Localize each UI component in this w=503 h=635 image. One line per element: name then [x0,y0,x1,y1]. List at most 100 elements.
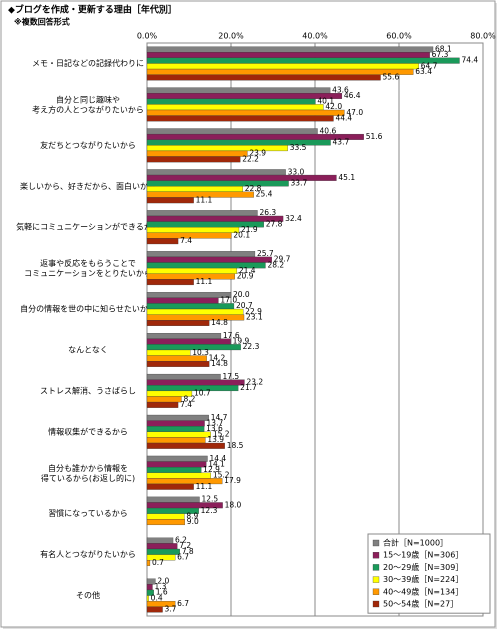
value-label: 12.3 [201,506,218,515]
bar [146,379,245,386]
bar [146,420,205,427]
value-label: 40.6 [320,126,337,135]
value-label: 13.6 [206,424,223,433]
bar [146,543,178,550]
bar [146,104,324,111]
bar [146,519,185,526]
value-label: 20.1 [233,231,250,240]
bar [146,344,241,351]
bar [146,215,284,222]
value-label: 6.2 [175,536,187,545]
bar [146,227,240,233]
value-label: 17.9 [224,476,241,485]
bar [146,320,210,326]
category-label: 友だちとつながりたいから [40,140,136,150]
value-label: 74.4 [461,56,478,65]
value-label: 10.7 [194,389,211,398]
value-label: 18.5 [227,441,244,450]
category-label: 自分も誰かから情報を得ているから(お返し的に) [41,462,135,482]
bar [146,145,288,152]
value-label: 22.8 [245,184,262,193]
value-label: 6.7 [177,599,189,608]
category-label: 有名人とつながりたいから [40,549,136,559]
bar [146,115,334,122]
category-label: 返事や反応をもらうことでコミュニケーションをとりたいから [24,258,152,278]
value-label: 21.7 [240,383,257,392]
legend-swatch [372,539,380,547]
value-label: 43.7 [333,138,350,147]
value-label: 11.1 [196,482,213,491]
bar [146,361,210,367]
category-label: 自分の情報を世の中に知らせたいから [20,304,156,314]
value-label: 25.4 [256,190,273,199]
value-label: 43.6 [332,85,349,94]
value-label: 14.7 [211,413,228,422]
chart-title: ◆ブログを作成・更新する理由［年代別］ [8,4,177,16]
value-label: 20.0 [233,290,250,299]
value-label: 22.3 [243,342,260,351]
bar [146,156,241,163]
bar [146,584,153,591]
value-label: 14.2 [209,353,226,362]
bar [146,74,381,81]
bar [146,513,185,520]
value-label: 67.3 [432,50,449,59]
legend-label: 15～19歳［N=306］ [383,550,463,560]
bar [146,349,191,356]
legend-label: 30～39歳［N=224］ [383,574,463,584]
value-label: 12.9 [203,465,220,474]
value-label: 55.6 [383,72,400,81]
bar [146,57,460,64]
bar [146,267,238,274]
value-label: 7.4 [180,400,192,409]
bar [146,455,208,462]
value-label: 15.2 [213,471,230,480]
bar [146,472,211,479]
value-label: 12.5 [202,495,219,504]
legend-label: 50～54歳［N=27］ [383,599,458,609]
bar [146,483,194,490]
bar [146,87,331,94]
value-label: 13.7 [207,418,224,427]
value-label: 14.1 [208,459,225,468]
bar [146,238,179,245]
value-label: 18.0 [225,500,242,509]
value-label: 21.9 [241,225,258,234]
value-label: 13.9 [207,435,224,444]
bar [146,46,434,53]
bar [146,355,207,362]
bar [146,133,364,140]
value-label: 33.0 [288,167,305,176]
bar [146,548,180,555]
bar [146,273,235,280]
bar [146,338,231,345]
legend-swatch [372,552,380,559]
value-label: 26.3 [259,208,276,217]
value-label: 7.4 [180,236,192,245]
x-tick-label: 40.0% [302,32,328,41]
bar [146,169,286,176]
bar [146,373,221,380]
bar [146,595,149,602]
value-label: 1.6 [156,588,168,597]
value-label: 9.0 [187,517,199,526]
bar [146,174,337,181]
value-label: 14.8 [211,359,228,368]
value-label: 21.4 [239,266,256,275]
value-label: 8.2 [183,394,195,403]
bar [146,186,243,192]
value-label: 17.5 [223,372,240,381]
value-label: 33.5 [290,143,307,152]
value-label: 40.1 [317,97,334,106]
value-label: 7.2 [179,541,191,550]
bar [146,426,205,432]
legend-swatch [372,564,380,571]
value-label: 68.1 [435,44,452,53]
bar [146,232,232,239]
value-label: 22.2 [242,154,259,163]
bar [146,251,256,258]
bar [146,256,272,263]
bar [146,466,202,473]
value-label: 11.1 [196,195,213,204]
bar [146,279,194,286]
